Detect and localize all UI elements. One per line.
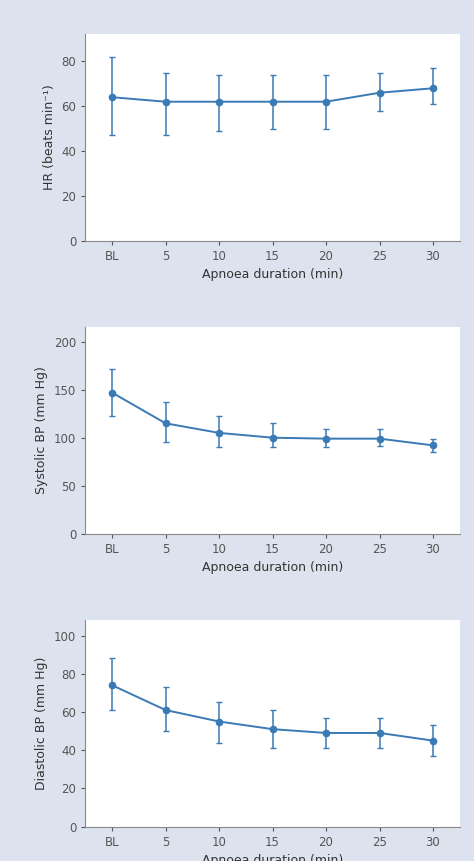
X-axis label: Apnoea duration (min): Apnoea duration (min) [202,561,343,574]
Y-axis label: Diastolic BP (mm Hg): Diastolic BP (mm Hg) [36,657,48,790]
Y-axis label: Systolic BP (mm Hg): Systolic BP (mm Hg) [36,367,48,494]
Y-axis label: HR (beats min⁻¹): HR (beats min⁻¹) [43,84,56,190]
X-axis label: Apnoea duration (min): Apnoea duration (min) [202,269,343,282]
X-axis label: Apnoea duration (min): Apnoea duration (min) [202,854,343,861]
